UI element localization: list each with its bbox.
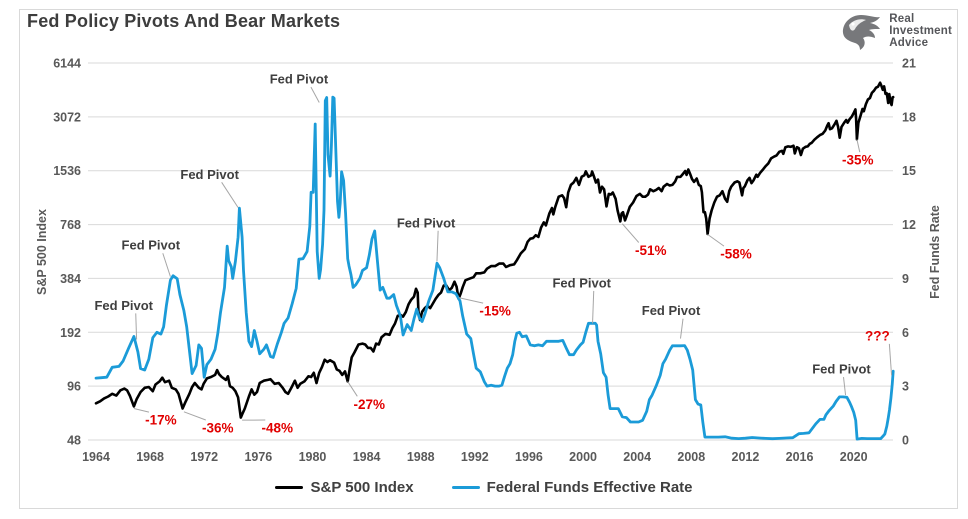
- annotation-leader-line: [856, 139, 861, 153]
- annotation-drawdown: -48%: [262, 421, 294, 436]
- y-right-tick-label: 3: [902, 380, 909, 394]
- annotation-leader-line: [679, 318, 684, 339]
- brand-line-2: Investment: [889, 25, 952, 37]
- annotation-fed-pivot: Fed Pivot: [180, 167, 239, 182]
- annotation-drawdown: -58%: [720, 247, 752, 262]
- y-left-tick-label: 96: [67, 380, 81, 394]
- annotation-fed-pivot: Fed Pivot: [552, 275, 611, 290]
- sp500-line-swatch: [275, 485, 304, 490]
- annotation-leader-line: [888, 343, 893, 376]
- x-tick-label: 1992: [461, 450, 489, 464]
- fed-funds-line: [94, 95, 895, 441]
- y-right-tick-label: 15: [902, 164, 916, 178]
- annotation-fed-pivot: Fed Pivot: [812, 362, 871, 377]
- y-right-tick-label: 21: [902, 57, 916, 71]
- brand-name: Real Investment Advice: [889, 13, 952, 49]
- chart-frame: [19, 9, 958, 509]
- x-tick-label: 1984: [353, 450, 381, 464]
- y-right-tick-label: 12: [902, 218, 916, 232]
- y-left-tick-label: 192: [60, 326, 81, 340]
- fed-funds-line-swatch: [451, 485, 480, 490]
- x-tick-label: 1964: [82, 450, 110, 464]
- annotation-leader-line: [133, 408, 150, 413]
- annotation-fed-pivot: Fed Pivot: [397, 215, 456, 230]
- annotation-leader-line: [135, 313, 138, 340]
- y-right-tick-label: 18: [902, 110, 916, 124]
- annotation-leader-line: [221, 182, 239, 208]
- annotation-drawdown: -15%: [479, 304, 511, 319]
- y-right-tick-label: 9: [902, 272, 909, 286]
- x-tick-label: 1976: [244, 450, 272, 464]
- y-left-tick-label: 1536: [53, 164, 81, 178]
- annotation-drawdown: ???: [865, 328, 890, 343]
- annotation-leader-line: [592, 290, 595, 324]
- legend-label-sp500: S&P 500 Index: [310, 479, 414, 496]
- brand-logo: Real Investment Advice: [839, 11, 952, 51]
- x-tick-label: 1980: [299, 450, 327, 464]
- annotation-leader-line: [436, 230, 439, 262]
- annotation-drawdown: -27%: [354, 397, 386, 412]
- annotation-leader-line: [843, 377, 847, 396]
- annotation-leader-line: [310, 86, 320, 103]
- annotation-leader-line: [183, 411, 206, 421]
- x-tick-label: 2008: [677, 450, 705, 464]
- y-left-tick-label: 768: [60, 218, 81, 232]
- x-tick-label: 2020: [840, 450, 868, 464]
- annotation-fed-pivot: Fed Pivot: [270, 72, 329, 87]
- eagle-icon: [843, 15, 881, 50]
- annotation-fed-pivot: Fed Pivot: [122, 238, 181, 253]
- brand-line-3: Advice: [889, 37, 929, 49]
- y-left-tick-label: 3072: [53, 110, 81, 124]
- y-right-axis-title: Fed Funds Rate: [928, 205, 942, 299]
- x-tick-label: 1972: [190, 450, 218, 464]
- y-right-tick-label: 0: [902, 434, 909, 448]
- x-tick-label: 1988: [407, 450, 435, 464]
- y-left-axis-title: S&P 500 Index: [35, 209, 49, 295]
- x-tick-label: 2004: [623, 450, 651, 464]
- x-tick-label: 2016: [786, 450, 814, 464]
- y-right-tick-label: 6: [902, 326, 909, 340]
- x-tick-label: 2012: [732, 450, 760, 464]
- chart-title: Fed Policy Pivots And Bear Markets: [27, 11, 341, 31]
- annotation-drawdown: -17%: [145, 413, 177, 428]
- legend-item-fed-funds: Federal Funds Effective Rate: [451, 479, 693, 496]
- annotation-drawdown: -36%: [202, 421, 234, 436]
- annotation-leader-line: [621, 223, 640, 243]
- annotation-leader-line: [458, 297, 484, 304]
- legend-item-sp500: S&P 500 Index: [275, 479, 414, 496]
- y-left-tick-label: 384: [60, 272, 81, 286]
- brand-line-1: Real: [889, 13, 915, 25]
- legend-label-fed-funds: Federal Funds Effective Rate: [486, 479, 693, 496]
- y-left-tick-label: 6144: [53, 57, 81, 71]
- x-tick-label: 2000: [569, 450, 597, 464]
- legend: S&P 500 Index Federal Funds Effective Ra…: [0, 479, 968, 496]
- annotation-drawdown: -51%: [635, 243, 667, 258]
- y-left-tick-label: 48: [67, 434, 81, 448]
- annotation-fed-pivot: Fed Pivot: [94, 298, 153, 313]
- sp500-line: [94, 81, 895, 419]
- annotation-leader-line: [707, 233, 725, 247]
- x-tick-label: 1968: [136, 450, 164, 464]
- annotation-drawdown: -35%: [842, 153, 874, 168]
- x-tick-label: 1996: [515, 450, 543, 464]
- annotation-leader-line: [162, 253, 171, 277]
- annotation-fed-pivot: Fed Pivot: [642, 303, 701, 318]
- annotation-leader-line: [347, 381, 358, 397]
